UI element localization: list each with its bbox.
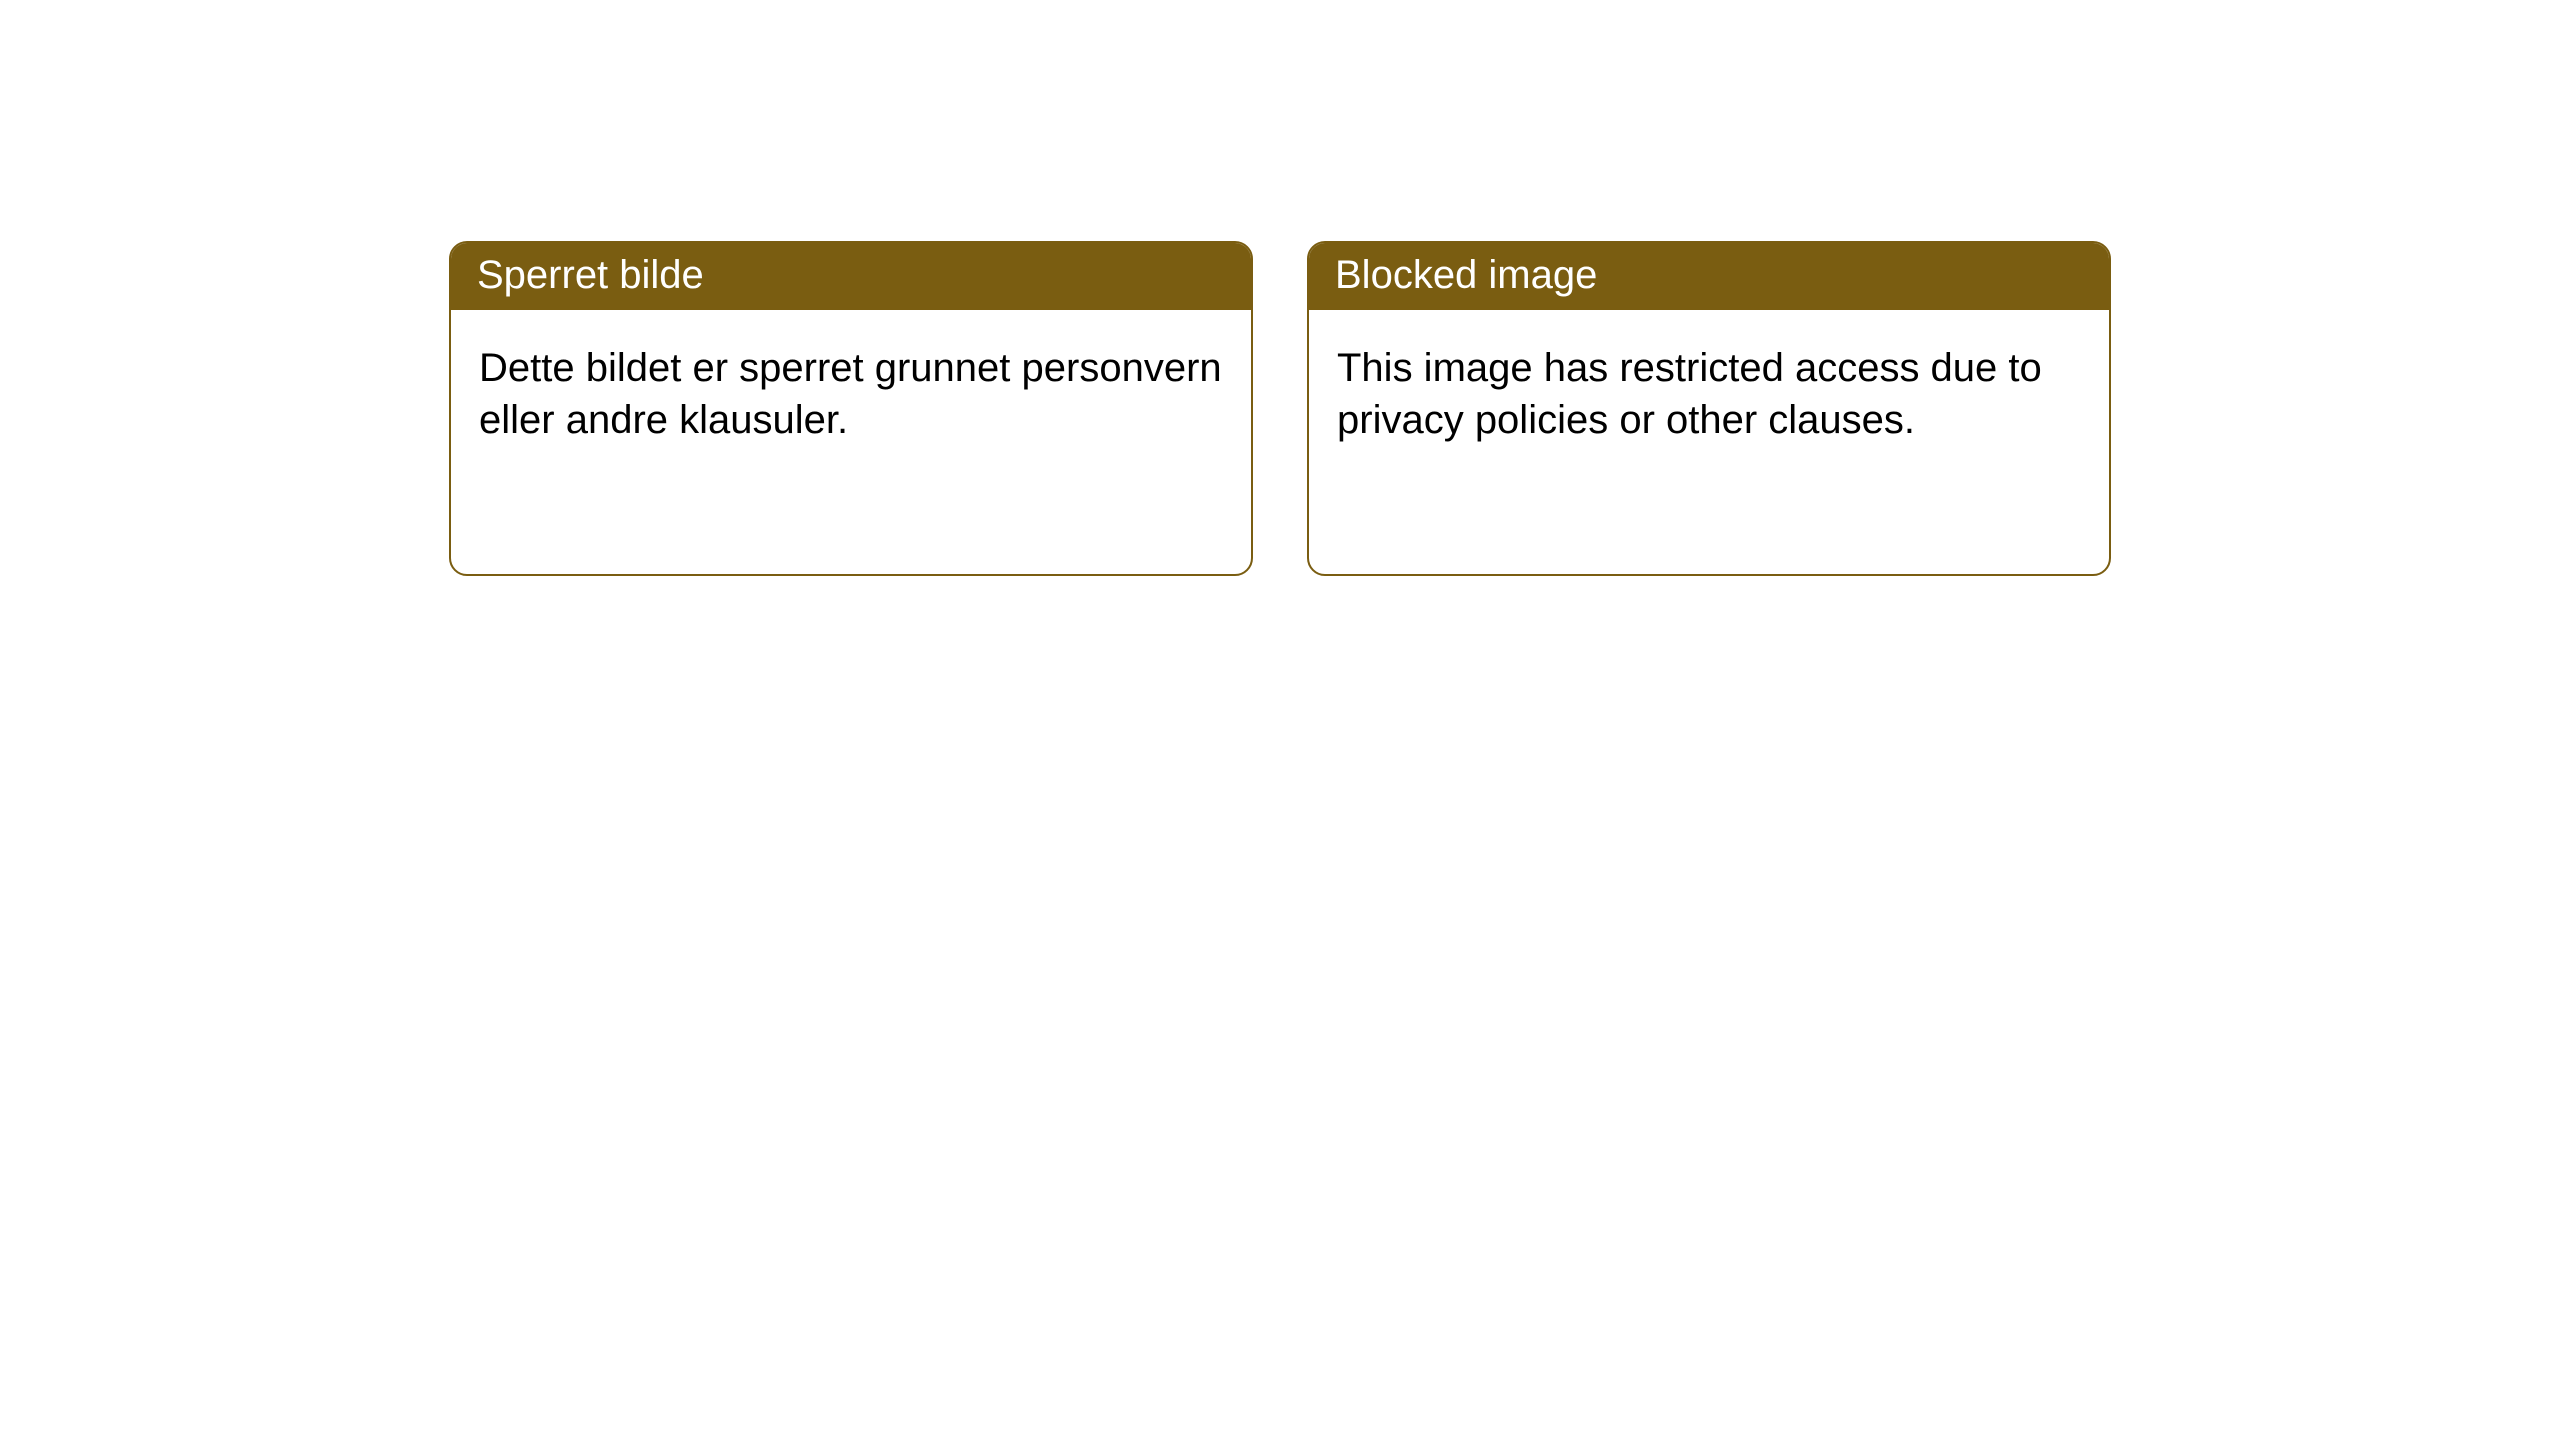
notice-header-english: Blocked image [1309, 243, 2109, 310]
notice-container: Sperret bilde Dette bildet er sperret gr… [449, 241, 2111, 576]
notice-body-norwegian: Dette bildet er sperret grunnet personve… [451, 310, 1251, 478]
notice-card-norwegian: Sperret bilde Dette bildet er sperret gr… [449, 241, 1253, 576]
notice-header-norwegian: Sperret bilde [451, 243, 1251, 310]
notice-body-english: This image has restricted access due to … [1309, 310, 2109, 478]
notice-card-english: Blocked image This image has restricted … [1307, 241, 2111, 576]
